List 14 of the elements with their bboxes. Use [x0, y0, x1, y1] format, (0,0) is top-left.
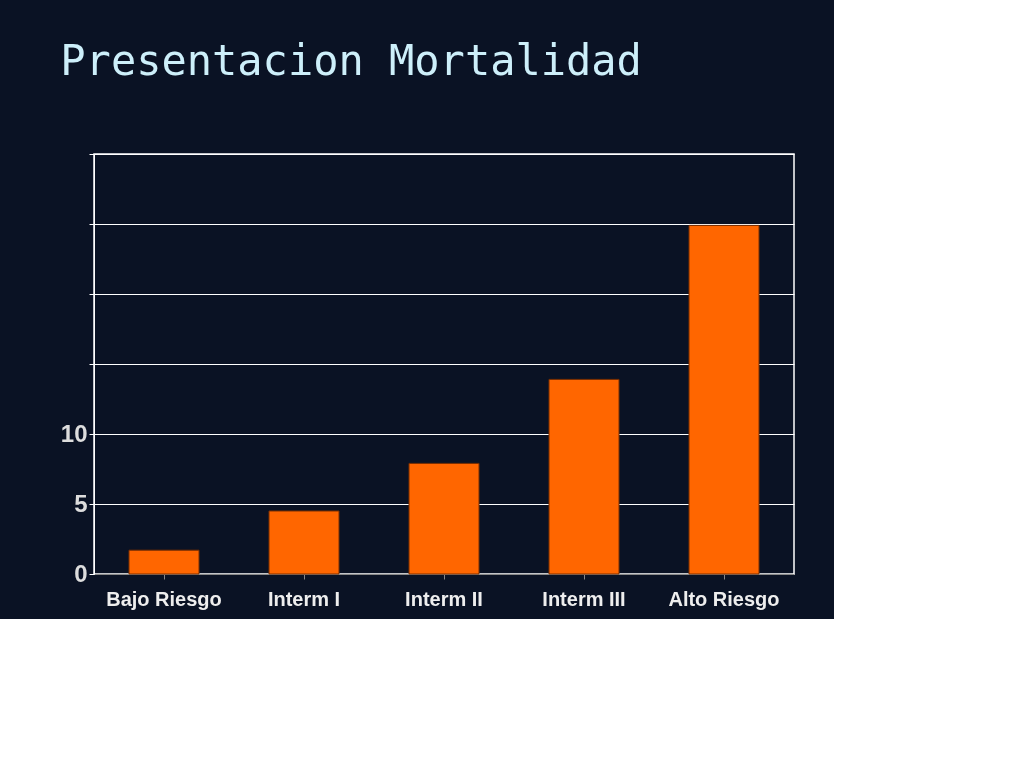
x-tick-label: Interm II	[405, 587, 483, 610]
x-tick-label: Alto Riesgo	[668, 587, 780, 610]
bar	[688, 224, 760, 575]
x-tick-label: Interm III	[542, 587, 626, 610]
x-tick-label: Interm I	[267, 587, 341, 610]
bar	[268, 510, 340, 575]
y-tick-label: 10	[60, 419, 88, 447]
y-tick-label: 5	[74, 489, 88, 517]
x-tick-label: Bajo Riesgo	[106, 587, 222, 610]
bar	[548, 378, 620, 575]
y-tick-label: 0	[74, 559, 88, 587]
chart-title: Presentacion Mortalidad	[60, 35, 642, 85]
bar	[408, 462, 480, 575]
bar	[128, 549, 200, 575]
